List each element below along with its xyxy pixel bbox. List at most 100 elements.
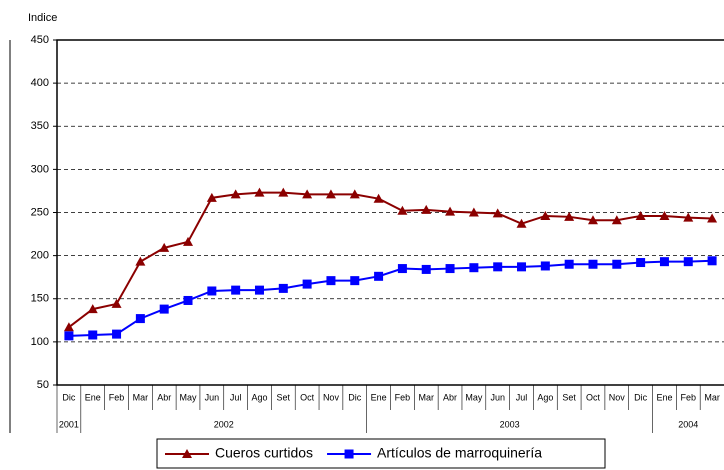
marker [421, 204, 432, 214]
x-tick-label: Dic [348, 392, 361, 402]
y-tick-label: 250 [31, 206, 49, 218]
x-tick-label: Jul [516, 392, 528, 402]
marker [707, 256, 717, 266]
x-tick-label: Set [562, 392, 576, 402]
x-tick-label: Nov [609, 392, 626, 402]
marker [183, 236, 194, 246]
marker [344, 449, 354, 459]
marker [707, 213, 718, 223]
marker [159, 304, 169, 314]
x-tick-label: Ene [85, 392, 101, 402]
marker [302, 279, 312, 289]
year-label: 2003 [500, 419, 520, 429]
year-label: 2004 [678, 419, 698, 429]
marker [159, 242, 170, 252]
y-tick-label: 50 [37, 379, 49, 391]
x-tick-label: Jun [205, 392, 220, 402]
marker [254, 187, 265, 197]
marker [64, 331, 74, 341]
legend: Cueros curtidos Artículos de marroquinerí… [156, 438, 606, 469]
x-tick-label: Ene [371, 392, 387, 402]
marker [254, 285, 264, 295]
x-tick-label: Feb [395, 392, 411, 402]
x-tick-label: Jul [230, 392, 242, 402]
marker [540, 210, 551, 220]
marker [612, 259, 622, 269]
marker [683, 212, 694, 222]
marker [350, 276, 360, 286]
marker [611, 215, 622, 225]
x-tick-label: Ene [656, 392, 672, 402]
x-tick-label: Jun [490, 392, 505, 402]
marker [326, 276, 336, 286]
series-line [68, 259, 713, 337]
marker [588, 259, 598, 269]
x-tick-label: May [465, 392, 483, 402]
marker [397, 264, 407, 274]
marker [135, 314, 145, 324]
plot-frame [56, 39, 724, 386]
marker [636, 258, 646, 268]
x-tick-label: Feb [109, 392, 125, 402]
y-tick-label: 450 [31, 34, 49, 46]
x-tick-label: Oct [300, 392, 315, 402]
y-axis-title: Indice [28, 12, 57, 24]
x-tick-label: Dic [62, 392, 75, 402]
marker [182, 449, 192, 458]
marker [231, 285, 241, 295]
y-tick-label: 150 [31, 293, 49, 305]
marker [421, 264, 431, 274]
legend-label: Artículos de marroquinería [377, 445, 542, 461]
marker [374, 271, 384, 281]
year-label: 2002 [214, 419, 234, 429]
marker [516, 218, 527, 228]
x-tick-label: Oct [586, 392, 601, 402]
marker [206, 192, 217, 202]
marker [469, 263, 479, 273]
x-tick-label: Mar [418, 392, 434, 402]
marker [445, 264, 455, 274]
year-label: 2001 [59, 419, 79, 429]
x-tick-label: Feb [681, 392, 697, 402]
marker [468, 207, 479, 217]
marker [445, 206, 456, 216]
marker [63, 322, 74, 332]
marker [517, 262, 527, 272]
marker [183, 295, 193, 305]
marker [88, 330, 98, 340]
x-tick-label: May [180, 392, 198, 402]
marker [587, 215, 598, 225]
y-tick-label: 350 [31, 120, 49, 132]
legend-box [156, 438, 606, 469]
x-tick-label: Ago [251, 392, 267, 402]
y-tick-label: 300 [31, 163, 49, 175]
marker [87, 304, 98, 314]
x-tick-label: Ago [537, 392, 553, 402]
marker [325, 189, 336, 199]
marker [397, 205, 408, 215]
marker [112, 329, 122, 339]
marker [349, 189, 360, 199]
series-line [68, 191, 713, 329]
x-tick-label: Dic [634, 392, 647, 402]
marker [278, 187, 289, 197]
x-tick-label: Abr [157, 392, 171, 402]
marker [207, 286, 217, 296]
x-tick-label: Set [277, 392, 291, 402]
legend-label: Cueros curtidos [215, 445, 313, 461]
marker [683, 257, 693, 267]
marker [373, 193, 384, 203]
marker [564, 211, 575, 221]
x-tick-label: Mar [704, 392, 720, 402]
marker [111, 298, 122, 308]
marker [492, 208, 503, 218]
marker [540, 261, 550, 271]
marker [659, 257, 669, 267]
marker [659, 210, 670, 220]
marker [230, 189, 241, 199]
y-tick-label: 100 [31, 336, 49, 348]
marker [135, 256, 146, 266]
y-tick-label: 400 [31, 77, 49, 89]
x-tick-label: Nov [323, 392, 340, 402]
